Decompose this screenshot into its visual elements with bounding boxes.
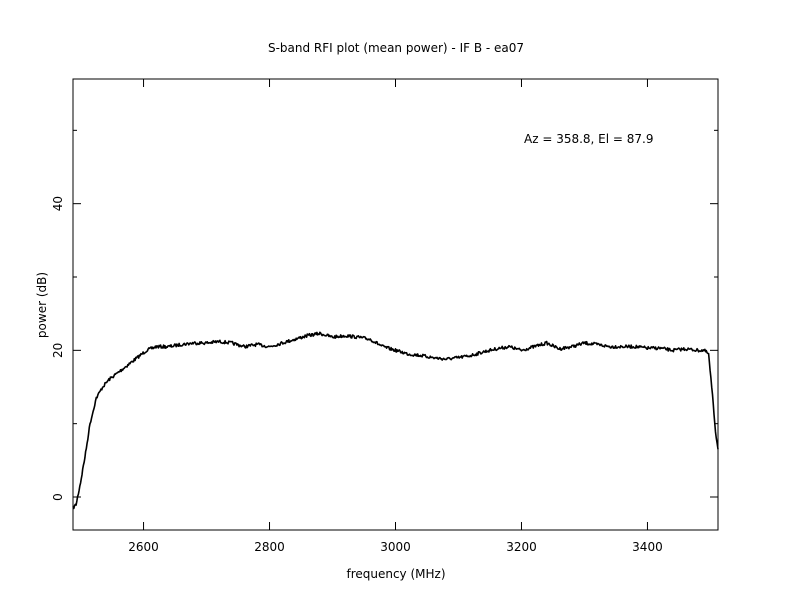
chart-title: S-band RFI plot (mean power) - IF B - ea…: [268, 41, 524, 55]
az-el-annotation: Az = 358.8, El = 87.9: [524, 132, 654, 146]
y-tick-label: 0: [51, 493, 65, 501]
x-tick-label: 2800: [254, 540, 285, 554]
y-axis-ticks: 0 20 40: [51, 129, 718, 501]
x-tick-label: 3400: [632, 540, 663, 554]
plot-frame: [72, 78, 719, 531]
x-tick-label: 3200: [506, 540, 537, 554]
x-axis-ticks: 2600 2800 3000 3200 3400: [128, 79, 663, 554]
x-tick-label: 3000: [380, 540, 411, 554]
x-tick-label: 2600: [128, 540, 159, 554]
power-spectrum-line: [72, 331, 719, 510]
y-axis-label: power (dB): [35, 272, 49, 338]
y-tick-label: 20: [51, 343, 65, 358]
x-axis-label: frequency (MHz): [346, 567, 445, 581]
y-tick-label: 40: [51, 196, 65, 211]
